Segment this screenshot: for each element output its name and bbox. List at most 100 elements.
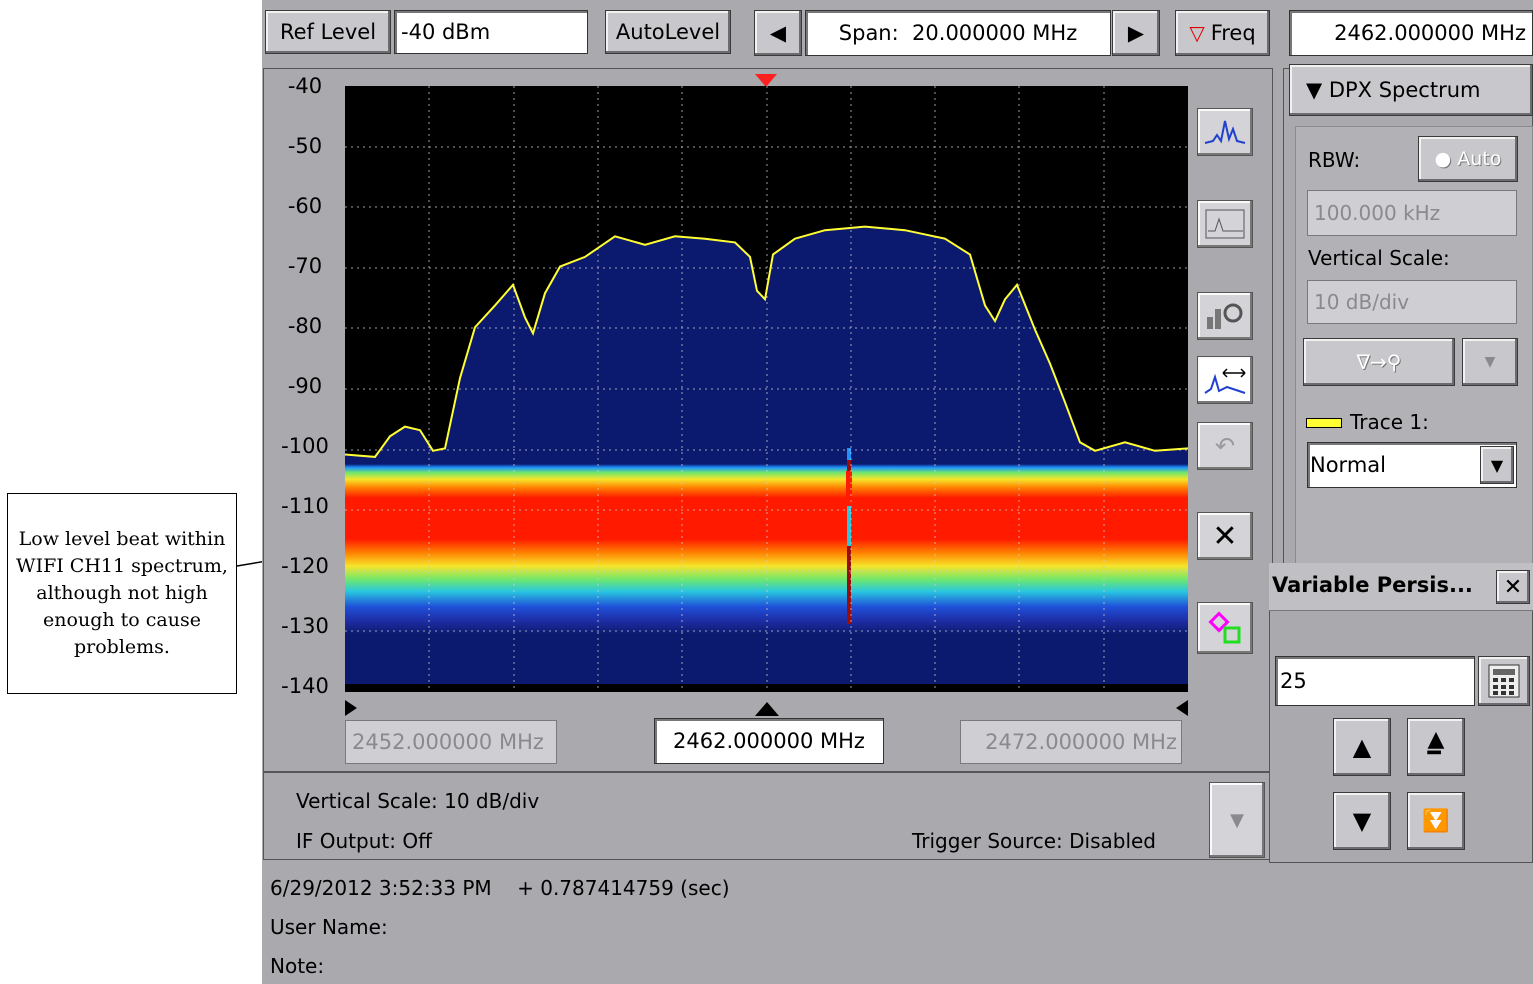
- marker-icon: [1208, 611, 1241, 644]
- trace-color-swatch: [1306, 418, 1342, 428]
- if-output-status: IF Output: Off: [296, 829, 432, 853]
- y-axis: -40 -50 -60 -70 -80 -90 -100 -110 -120 -…: [265, 74, 345, 698]
- center-marker-icon: [755, 74, 777, 87]
- triangle-left-icon: ◀: [769, 21, 787, 45]
- persistence-title-bar: [1269, 563, 1533, 611]
- measure-settings-button[interactable]: [1197, 292, 1253, 340]
- trace-mode-select[interactable]: Normal ▼: [1307, 442, 1517, 488]
- y-tick-label: -110: [281, 494, 329, 518]
- rbw-auto-button[interactable]: ● Auto: [1418, 136, 1518, 182]
- rbw-input[interactable]: 100.000 kHz: [1307, 190, 1517, 236]
- double-arrow-down-icon: ⏬: [1422, 808, 1450, 834]
- marker-dropdown-button[interactable]: ▼: [1462, 338, 1518, 386]
- y-tick-label: -80: [287, 314, 323, 338]
- marker-button[interactable]: [1197, 602, 1253, 654]
- stop-freq-value: 2472.000000 MHz: [985, 730, 1177, 754]
- center-bottom-marker-icon: [755, 702, 779, 716]
- ref-level-label: Ref Level: [279, 20, 377, 44]
- decrement-fast-button[interactable]: ⏬: [1407, 792, 1465, 850]
- table-icon: [1205, 209, 1245, 239]
- spectrum-view-button[interactable]: [1197, 108, 1253, 156]
- trigger-source-status: Trigger Source: Disabled: [912, 829, 1157, 853]
- start-freq-value: 2452.000000 MHz: [352, 730, 544, 754]
- settings-icon: [1207, 303, 1243, 329]
- freq-input[interactable]: 2462.000000 MHz: [1289, 10, 1533, 56]
- chevron-down-icon: ▼: [1484, 354, 1496, 370]
- marker-to-peak-icon: ∇→⚲: [1356, 350, 1402, 374]
- span-value: Span: 20.000000 MHz: [838, 21, 1078, 45]
- dpx-spectrum-plot: [345, 86, 1188, 692]
- rbw-value: 100.000 kHz: [1314, 201, 1441, 225]
- persistence-value: 25: [1280, 669, 1307, 693]
- dpx-spectrum-title: ▼ DPX Spectrum: [1306, 78, 1481, 102]
- annotation-callout: Low level beat within WIFI CH11 spectrum…: [7, 493, 237, 694]
- user-name-label: User Name:: [270, 915, 388, 939]
- persistence-close-button[interactable]: ✕: [1496, 570, 1530, 604]
- ref-level-button[interactable]: Ref Level: [265, 10, 391, 54]
- rbw-auto-label: ● Auto: [1434, 148, 1502, 170]
- spectrum-icon: [1204, 120, 1246, 144]
- y-tick-label: -120: [281, 554, 329, 578]
- variable-persistence-dialog: [1269, 563, 1533, 863]
- y-tick-label: -140: [281, 674, 329, 698]
- keypad-button[interactable]: [1478, 656, 1530, 706]
- marker-down-icon: ▽: [1189, 21, 1205, 45]
- double-arrow-up-icon: ▲ ━: [1427, 727, 1445, 766]
- start-marker-icon: [345, 700, 357, 716]
- stop-marker-icon: [1176, 700, 1188, 716]
- freq-button[interactable]: ▽ Freq: [1175, 10, 1270, 56]
- span-field[interactable]: Span: 20.000000 MHz: [805, 10, 1111, 56]
- persistence-title: Variable Persis...: [1272, 573, 1473, 597]
- span-increase-button[interactable]: ▶: [1112, 10, 1160, 56]
- undo-icon: ↶: [1214, 432, 1236, 460]
- freq-value: 2462.000000 MHz: [1334, 21, 1526, 45]
- stop-freq-field[interactable]: 2472.000000 MHz: [960, 720, 1182, 764]
- triangle-right-icon: ▶: [1127, 21, 1145, 45]
- autolevel-label: AutoLevel: [615, 20, 721, 44]
- close-plot-button[interactable]: ✕: [1197, 512, 1253, 560]
- increment-button[interactable]: ▲: [1333, 718, 1391, 776]
- autolevel-button[interactable]: AutoLevel: [605, 10, 731, 54]
- y-tick-label: -40: [287, 74, 323, 98]
- span-zoom-button[interactable]: [1197, 356, 1253, 404]
- vertical-scale-status: Vertical Scale: 10 dB/div: [296, 789, 540, 813]
- status-panel: [263, 772, 1273, 860]
- note-label: Note:: [270, 954, 325, 978]
- start-freq-field[interactable]: 2452.000000 MHz: [345, 720, 557, 764]
- zoom-span-icon: [1204, 368, 1246, 394]
- decrement-button[interactable]: ▼: [1333, 792, 1391, 850]
- timestamp: 6/29/2012 3:52:33 PM + 0.787414759 (sec): [270, 876, 730, 900]
- y-tick-label: -100: [281, 434, 329, 458]
- vertical-scale-input[interactable]: 10 dB/div: [1307, 280, 1517, 324]
- trace-mode-value: Normal: [1310, 453, 1386, 477]
- rbw-label: RBW:: [1308, 148, 1361, 172]
- trace-label: Trace 1:: [1350, 410, 1429, 434]
- annotation-text: Low level beat within WIFI CH11 spectrum…: [16, 528, 228, 658]
- span-decrease-button[interactable]: ◀: [754, 10, 802, 56]
- vertical-scale-label: Vertical Scale:: [1308, 246, 1450, 270]
- center-freq-field[interactable]: 2462.000000 MHz: [654, 718, 884, 764]
- undo-button[interactable]: ↶: [1197, 422, 1253, 470]
- dpx-spectrum-header[interactable]: ▼ DPX Spectrum: [1289, 64, 1533, 116]
- vertical-scale-value: 10 dB/div: [1314, 290, 1410, 314]
- y-tick-label: -70: [287, 254, 323, 278]
- keypad-icon: [1488, 664, 1520, 698]
- y-tick-label: -90: [287, 374, 323, 398]
- increment-fast-button[interactable]: ▲ ━: [1407, 718, 1465, 776]
- persistence-value-input[interactable]: 25: [1275, 656, 1475, 706]
- freq-label: Freq: [1210, 21, 1256, 45]
- arrow-up-icon: ▲: [1352, 733, 1372, 761]
- ref-level-value: -40 dBm: [401, 20, 491, 44]
- close-icon: ✕: [1212, 518, 1238, 554]
- status-expand-button[interactable]: ▼: [1209, 782, 1265, 858]
- arrow-down-icon: ▼: [1352, 807, 1372, 835]
- chevron-down-icon: ▼: [1230, 809, 1244, 831]
- center-freq-value: 2462.000000 MHz: [673, 729, 865, 753]
- marker-table-button[interactable]: [1197, 200, 1253, 248]
- ref-level-input[interactable]: -40 dBm: [394, 10, 588, 54]
- chevron-down-icon[interactable]: ▼: [1480, 446, 1514, 484]
- y-tick-label: -60: [287, 194, 323, 218]
- y-tick-label: -50: [287, 134, 323, 158]
- marker-to-peak-button[interactable]: ∇→⚲: [1303, 338, 1455, 386]
- y-tick-label: -130: [281, 614, 329, 638]
